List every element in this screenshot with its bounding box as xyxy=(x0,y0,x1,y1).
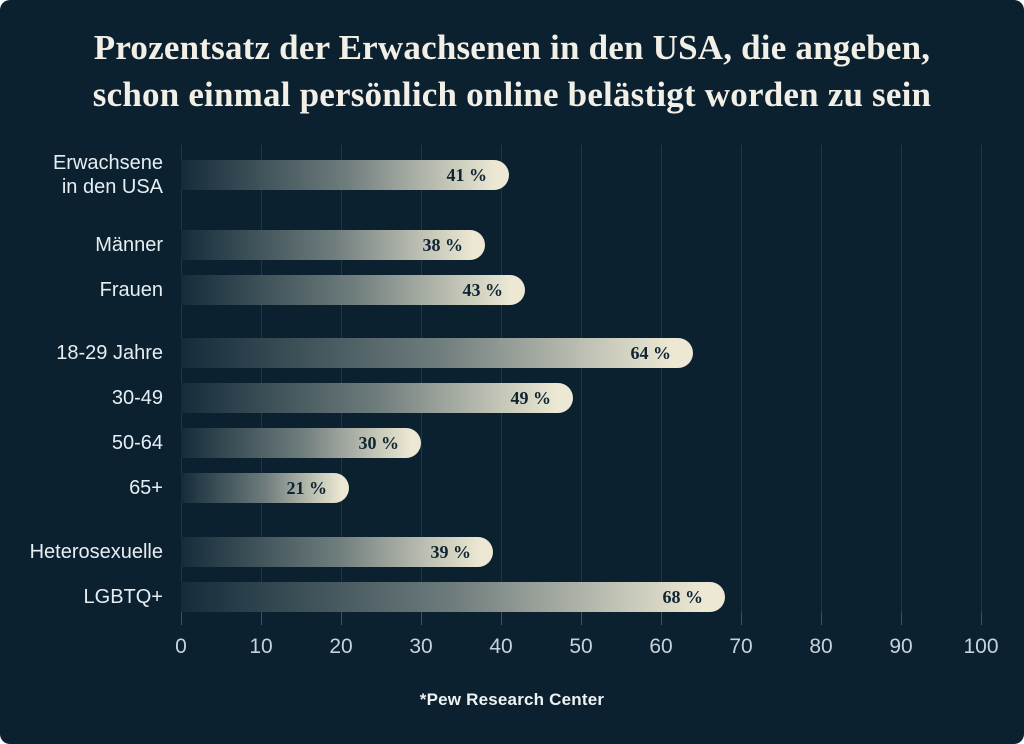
axis-tick-label: 80 xyxy=(809,635,832,659)
bar-chart: 41 % 38 % 43 % 64 % 49 % 30 % 21 % 39 % 68 % Erw… xyxy=(0,145,1024,685)
axis-tick xyxy=(501,612,502,625)
bar: 21 % xyxy=(181,473,349,503)
axis-tick-label: 40 xyxy=(489,635,512,659)
bar: 30 % xyxy=(181,428,421,458)
bar: 39 % xyxy=(181,537,493,567)
category-label: Frauen xyxy=(0,275,163,305)
category-label-line: in den USA xyxy=(62,175,163,199)
chart-title-line-1: Prozentsatz der Erwachsenen in den USA, … xyxy=(94,28,930,67)
axis-tick xyxy=(981,612,982,625)
chart-title-line-2: schon einmal persönlich online belästigt… xyxy=(93,75,931,114)
axis-tick-label: 30 xyxy=(409,635,432,659)
chart-title: Prozentsatz der Erwachsenen in den USA, … xyxy=(0,24,1024,118)
axis-tick-label: 20 xyxy=(329,635,352,659)
category-label: Männer xyxy=(0,230,163,260)
infographic-canvas: Prozentsatz der Erwachsenen in den USA, … xyxy=(0,0,1024,744)
axis-tick xyxy=(181,612,182,625)
bar-value-label: 39 % xyxy=(431,542,472,563)
category-label: 65+ xyxy=(0,473,163,503)
category-label: 30-49 xyxy=(0,383,163,413)
category-label-line: 65+ xyxy=(129,476,163,500)
bar-value-label: 68 % xyxy=(663,587,704,608)
gridline xyxy=(901,145,902,625)
category-label-line: Erwachsene xyxy=(53,151,163,175)
axis-tick-label: 90 xyxy=(889,635,912,659)
bar-value-label: 30 % xyxy=(359,433,400,454)
axis-tick-label: 70 xyxy=(729,635,752,659)
bar: 49 % xyxy=(181,383,573,413)
bar-value-label: 43 % xyxy=(463,280,504,301)
axis-tick-label: 60 xyxy=(649,635,672,659)
bar: 41 % xyxy=(181,160,509,190)
gridline xyxy=(821,145,822,625)
axis-tick xyxy=(741,612,742,625)
axis-tick xyxy=(901,612,902,625)
bar-value-label: 21 % xyxy=(287,478,328,499)
axis-tick-label: 0 xyxy=(175,635,187,659)
category-label-line: Frauen xyxy=(100,278,163,302)
gridline xyxy=(661,145,662,625)
bar: 64 % xyxy=(181,338,693,368)
bar-value-label: 49 % xyxy=(511,388,552,409)
category-label-line: 30-49 xyxy=(112,386,163,410)
axis-tick-label: 50 xyxy=(569,635,592,659)
x-axis: 0102030405060708090100 xyxy=(181,635,981,661)
bar-value-label: 64 % xyxy=(631,343,672,364)
category-label: 50-64 xyxy=(0,428,163,458)
gridline xyxy=(581,145,582,625)
axis-tick-label: 10 xyxy=(249,635,272,659)
axis-tick-label: 100 xyxy=(963,635,998,659)
bar: 68 % xyxy=(181,582,725,612)
gridline xyxy=(981,145,982,625)
axis-tick xyxy=(421,612,422,625)
category-label: Erwachsenein den USA xyxy=(0,160,163,190)
axis-tick xyxy=(661,612,662,625)
bar-value-label: 38 % xyxy=(423,235,464,256)
category-label: LGBTQ+ xyxy=(0,582,163,612)
category-label-line: Männer xyxy=(95,233,163,257)
category-label-line: LGBTQ+ xyxy=(84,585,163,609)
bar: 38 % xyxy=(181,230,485,260)
source-note: *Pew Research Center xyxy=(0,690,1024,710)
bar: 43 % xyxy=(181,275,525,305)
category-label-line: 18-29 Jahre xyxy=(56,341,163,365)
category-label-line: Heterosexuelle xyxy=(30,540,163,564)
category-label-line: 50-64 xyxy=(112,431,163,455)
gridline xyxy=(741,145,742,625)
axis-tick xyxy=(581,612,582,625)
axis-tick xyxy=(341,612,342,625)
bar-value-label: 41 % xyxy=(447,165,488,186)
axis-tick xyxy=(821,612,822,625)
plot-area: 41 % 38 % 43 % 64 % 49 % 30 % 21 % 39 % 68 % xyxy=(181,145,981,625)
axis-tick xyxy=(261,612,262,625)
category-label: 18-29 Jahre xyxy=(0,338,163,368)
category-label: Heterosexuelle xyxy=(0,537,163,567)
